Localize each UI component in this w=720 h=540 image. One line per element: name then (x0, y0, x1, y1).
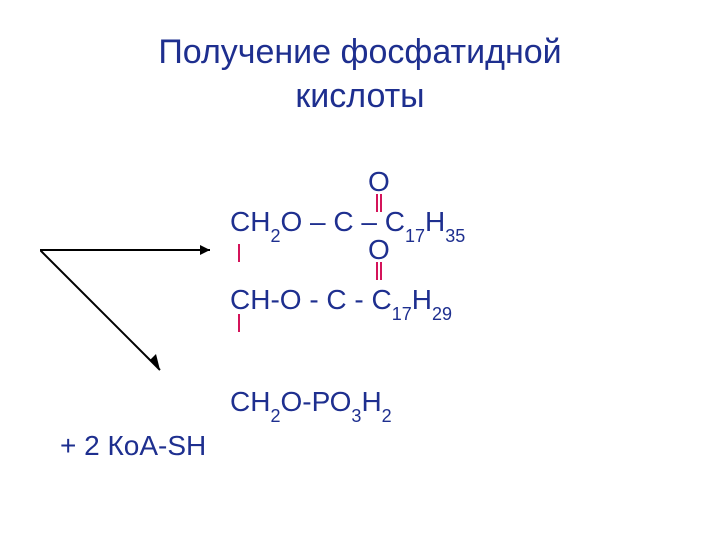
double-bond-2 (376, 262, 378, 280)
chemical-formula: О СН2О – С – С17Н35 О СН-О - С - С17Н29 … (230, 170, 465, 314)
oxygen-1: О (368, 166, 390, 198)
byproduct-text: + 2 КoА-SН (60, 430, 206, 462)
oxygen-2: О (368, 234, 390, 266)
title-line-2: кислоты (295, 77, 424, 115)
vertical-bond-1 (238, 244, 240, 262)
formula-line-1: СН2О – С – С17Н35 (230, 206, 465, 254)
slide-title: Получение фосфатидной кислоты (0, 0, 720, 118)
vertical-bond-2 (238, 314, 240, 332)
formula-line-2: СН-О - С - С17Н29 (230, 284, 465, 332)
title-line-1: Получение фосфатидной (158, 33, 561, 71)
reaction-arrow (40, 240, 220, 380)
formula-line-3: СН2О-РО3Н2 (230, 386, 465, 434)
